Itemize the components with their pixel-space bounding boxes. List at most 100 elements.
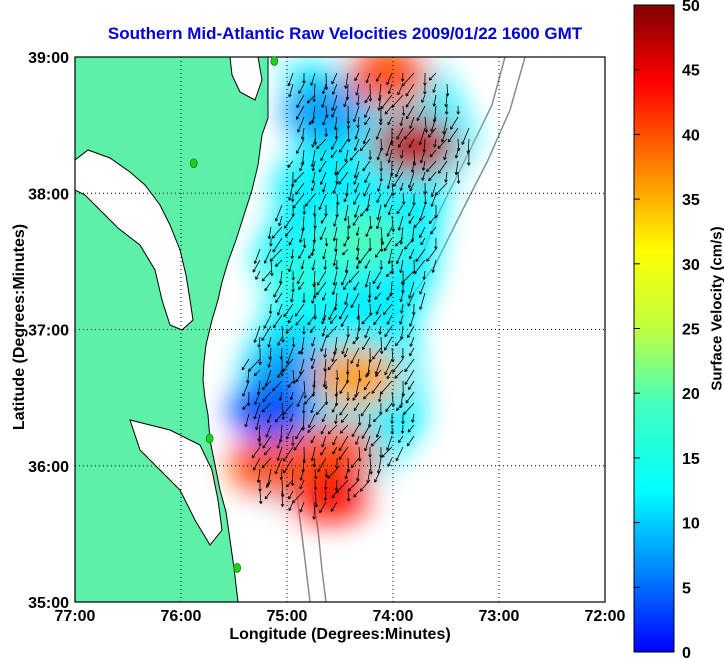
velocity-arrow-head [356,233,360,236]
velocity-arrow-head [444,111,447,115]
velocity-arrow-head [395,243,397,247]
velocity-arrow [376,215,382,230]
velocity-arrow [319,501,327,513]
colorbar-tick-label: 10 [682,516,700,533]
velocity-arrow [391,391,394,407]
velocity-arrow [343,94,349,107]
velocity-arrow-head [272,236,276,239]
velocity-arrow-head [303,299,306,303]
velocity-arrow-head [282,339,285,343]
velocity-arrow-head [261,466,265,469]
velocity-arrow-head [355,136,359,140]
velocity-arrow [288,314,294,324]
velocity-arrow [347,479,360,492]
velocity-arrow [355,435,360,445]
velocity-arrow-head [353,202,357,205]
velocity-arrow-head [282,503,285,507]
velocity-arrow-head [391,271,394,275]
velocity-arrow [312,105,316,124]
velocity-arrow [356,226,360,236]
velocity-arrow [374,292,382,300]
velocity-arrow-head [456,148,460,152]
velocity-arrow-head [368,98,371,102]
velocity-arrow-head [288,268,290,272]
velocity-arrow-head [403,411,405,415]
velocity-arrow-head [332,351,335,355]
velocity-arrow [325,72,327,90]
velocity-arrow-head [354,148,358,151]
velocity-arrow [369,83,371,102]
velocity-arrow [349,149,360,161]
velocity-arrow [287,160,294,168]
velocity-arrow-head [366,234,369,238]
x-tick-label: 75:00 [267,608,308,625]
velocity-arrow [354,160,360,179]
velocity-arrow-head [324,243,328,247]
velocity-arrow-head [335,377,338,381]
velocity-arrow-head [277,375,281,379]
velocity-arrow-head [375,373,377,377]
velocity-arrow [353,281,360,291]
velocity-arrow-head [391,142,394,146]
velocity-arrow-head [288,83,291,87]
velocity-arrow [321,94,327,108]
velocity-arrow-head [347,489,352,492]
velocity-arrow-head [338,182,342,185]
velocity-arrow-head [311,188,315,192]
velocity-arrow-head [323,497,326,501]
velocity-arrow [402,193,405,205]
velocity-arrow-head [419,142,423,146]
velocity-arrow-head [324,386,327,390]
velocity-arrow-head [297,129,301,133]
velocity-arrow [293,171,305,183]
velocity-arrow-head [322,419,326,423]
velocity-arrow-head [397,92,401,96]
velocity-arrow-head [404,246,406,250]
velocity-arrow-head [308,425,312,428]
velocity-arrow-head [393,184,397,187]
velocity-arrow-head [333,191,336,194]
velocity-arrow-head [359,422,362,426]
velocity-arrow [416,105,426,121]
velocity-arrow-head [320,158,324,162]
velocity-arrow-head [430,232,434,235]
velocity-arrow [277,446,283,461]
velocity-arrow [313,369,316,388]
velocity-arrow-head [343,244,347,247]
velocity-arrow [288,501,294,511]
velocity-arrow-head [377,157,381,161]
velocity-arrow [352,336,360,345]
velocity-arrow-head [365,284,369,288]
velocity-arrow-head [409,145,413,148]
velocity-arrow-head [354,215,358,218]
velocity-arrow-head [396,211,400,215]
velocity-arrow-head [391,229,394,233]
velocity-arrow-head [423,91,426,95]
velocity-arrow-head [244,423,246,428]
velocity-arrow-head [352,340,354,344]
velocity-arrow-head [377,217,380,221]
velocity-arrow-head [325,386,328,390]
velocity-arrow-head [268,310,271,315]
velocity-arrow-head [400,270,403,274]
velocity-arrow [282,358,294,372]
velocity-arrow-head [348,225,351,229]
velocity-arrow-head [321,333,323,337]
velocity-arrow-head [279,356,282,360]
radar-station [270,56,279,66]
velocity-arrow-head [400,123,404,127]
velocity-arrow-head [350,305,354,309]
velocity-arrow-head [358,458,361,462]
velocity-arrow [386,292,393,301]
velocity-arrow-head [351,465,355,468]
velocity-arrow [286,424,294,440]
velocity-arrow-head [267,344,269,348]
velocity-arrow-head [406,105,410,108]
velocity-arrow-head [384,111,387,115]
velocity-arrow [277,303,283,316]
velocity-arrow [279,391,283,401]
velocity-arrow-head [283,416,285,420]
velocity-arrow-head [285,329,288,334]
velocity-arrow-head [313,99,316,103]
velocity-arrow-head [395,244,399,247]
